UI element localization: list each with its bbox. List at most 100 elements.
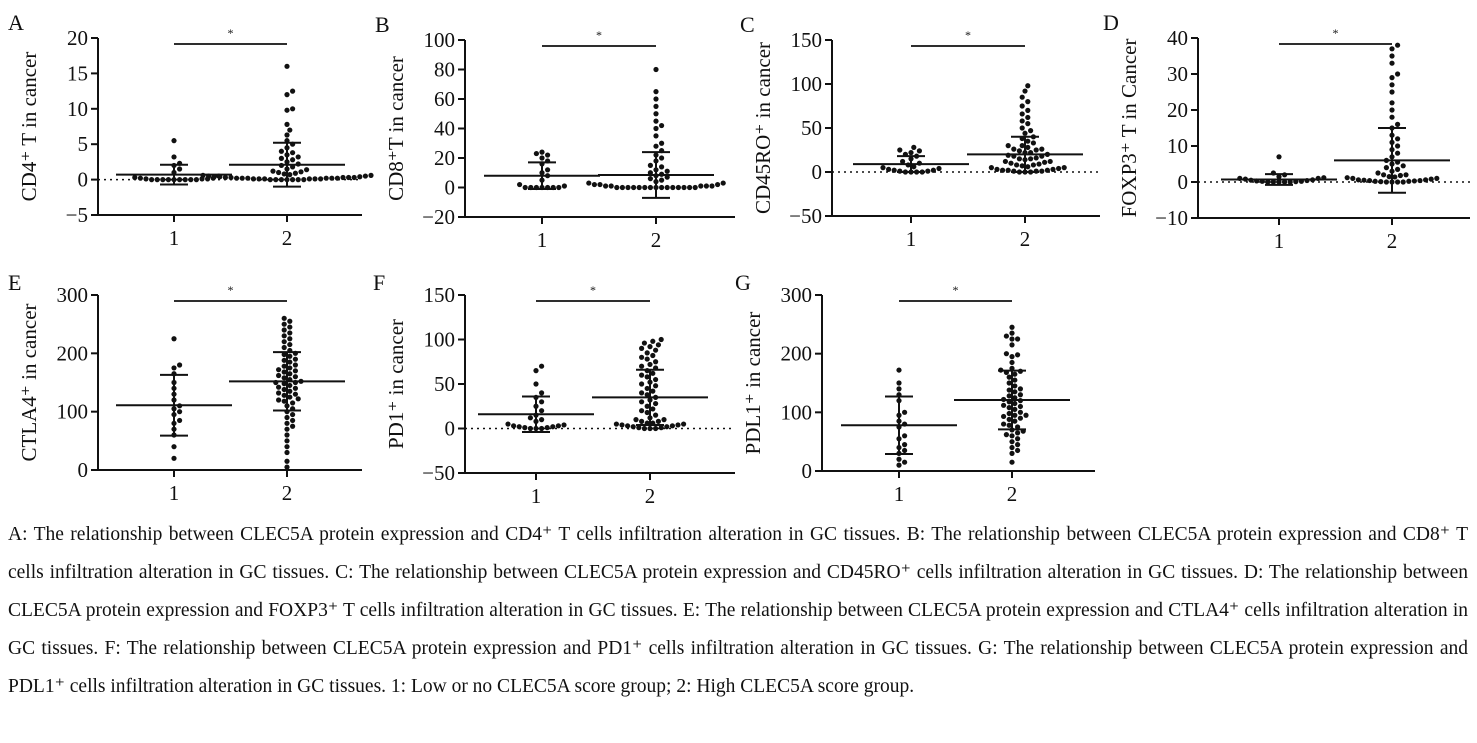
data-point [1019,163,1025,169]
data-point [692,184,698,191]
data-point [650,352,656,359]
data-point [284,444,290,450]
data-point [287,341,293,348]
data-point [591,181,598,188]
data-point [1039,146,1045,152]
data-point [936,165,942,172]
data-point [281,327,287,333]
x-tick-label: 1 [169,226,180,250]
data-point [1378,179,1384,185]
data-point [715,181,721,188]
data-point [132,174,138,181]
y-tick-label: 5 [78,132,89,156]
y-axis-label: PD1⁺ in cancer [384,319,408,449]
data-point [1389,100,1395,106]
data-point [1012,406,1018,412]
data-point [1033,147,1039,153]
y-tick-label: 20 [1167,98,1188,122]
y-tick-label: −10 [1155,206,1188,230]
data-point [287,336,293,342]
data-point [1044,167,1050,173]
data-point [653,376,659,383]
data-point [1389,82,1395,88]
data-point [284,132,290,138]
data-point [703,183,710,189]
data-point [659,184,665,191]
data-point [1395,71,1401,77]
data-point [633,417,639,423]
data-point [171,336,177,342]
data-point [329,175,335,181]
data-point [1417,177,1423,184]
data-point [1017,409,1024,415]
y-axis-label: CD8⁺T in cancer [384,56,408,201]
data-point [639,418,645,424]
data-point [625,184,631,191]
data-point [522,184,528,191]
data-point [561,422,567,428]
data-point [639,381,645,387]
data-point [650,406,656,412]
data-point [911,164,917,170]
data-point [653,400,659,407]
data-point [1012,418,1018,424]
data-point [1008,160,1014,166]
y-tick-label: 10 [1167,134,1188,158]
data-point [902,447,908,454]
panel-label: F [373,270,385,295]
data-point [1395,179,1401,185]
data-point [250,176,256,182]
data-point [659,122,665,129]
data-point [639,363,645,369]
data-point [245,175,251,181]
data-point [1012,400,1018,407]
data-point [222,174,228,181]
data-point [650,338,656,344]
data-point [1392,174,1398,180]
data-point [267,177,273,183]
significance-marker: * [596,28,602,42]
data-point [290,88,296,94]
data-point [298,169,304,175]
data-point [891,167,897,173]
data-point [644,403,650,409]
data-point [505,421,511,427]
data-point [669,423,676,429]
data-point [664,424,670,430]
data-point [675,184,682,191]
data-point [1022,130,1028,136]
data-point [586,180,592,186]
data-point [287,127,293,133]
data-point [1028,128,1034,134]
data-point [292,170,298,176]
y-tick-label: 200 [57,341,89,365]
data-point [925,168,931,174]
data-point [1386,174,1392,180]
data-point [709,183,715,189]
data-point [284,121,290,127]
data-point [278,177,284,183]
data-point [1006,405,1012,411]
data-point [653,347,659,353]
data-point [171,154,177,160]
data-point [561,183,568,189]
data-point [1383,165,1389,171]
y-tick-label: 0 [802,459,813,483]
data-point [897,147,903,153]
x-tick-label: 2 [282,481,293,505]
data-point [171,365,177,371]
x-tick-label: 2 [1020,227,1031,251]
data-point [653,89,659,95]
data-point [137,175,143,181]
data-point [340,174,346,181]
data-point [608,183,614,189]
y-tick-label: 40 [1167,26,1188,50]
data-point [292,368,298,374]
x-tick-label: 1 [894,482,905,506]
data-point [1389,53,1395,59]
data-point [647,344,653,350]
data-point [659,155,665,161]
data-point [1003,432,1010,438]
y-tick-label: −50 [422,461,455,485]
data-point [290,157,296,163]
